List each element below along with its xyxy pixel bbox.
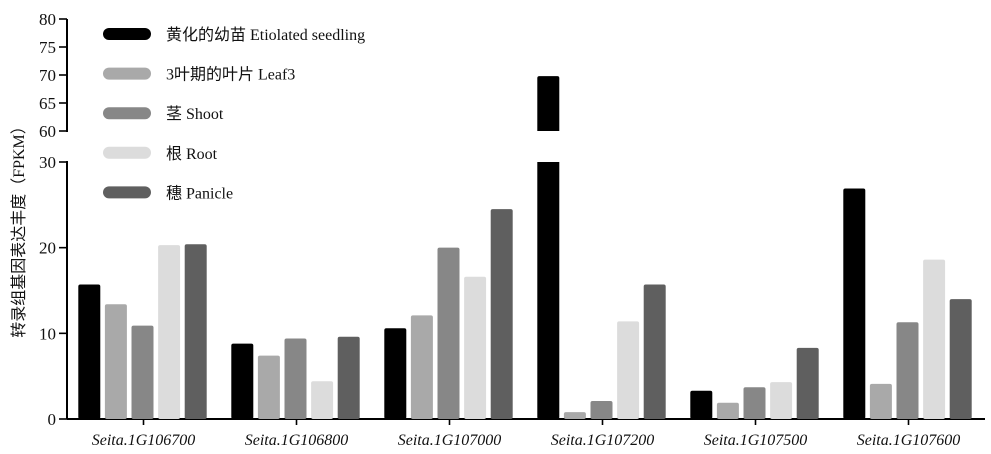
x-tick-label: Seita.1G107500 [704, 432, 808, 449]
legend-swatch [103, 186, 151, 199]
axis-break-gap [536, 131, 561, 162]
bar [896, 322, 919, 419]
bar [337, 336, 360, 419]
bar [284, 338, 307, 419]
legend-label: 3叶期的叶片 Leaf3 [166, 66, 295, 84]
bar [690, 390, 713, 419]
x-tick-label: Seita.1G107200 [551, 432, 655, 449]
y-tick-label: 10 [39, 324, 56, 343]
y-tick-label: 60 [39, 122, 56, 141]
x-tick-label: Seita.1G106800 [245, 432, 349, 449]
y-tick-label: 70 [39, 66, 56, 85]
bar [410, 315, 433, 419]
bar [743, 387, 766, 419]
y-tick-label: 75 [39, 38, 56, 57]
legend-swatch [103, 107, 151, 120]
bar [617, 321, 640, 419]
bar [184, 244, 207, 419]
bar [384, 328, 407, 419]
x-tick-label: Seita.1G107000 [398, 432, 502, 449]
bar [311, 381, 334, 419]
y-tick-label: 30 [39, 153, 56, 172]
bar [843, 188, 866, 419]
bar [490, 209, 513, 419]
axes: 0 10 20 30 60 65 70 75 80 Seita.1G106700 Seita.1G1… [39, 10, 985, 449]
bar [231, 343, 254, 419]
y-tick-label: 80 [39, 10, 56, 29]
bar [770, 382, 793, 419]
bar [537, 76, 560, 420]
legend-label: 黄化的幼苗 Etiolated seedling [166, 26, 365, 44]
bar [923, 259, 946, 419]
legend-label: 穗 Panicle [166, 184, 233, 202]
bars [78, 76, 972, 420]
bar [104, 304, 127, 419]
x-tick-label: Seita.1G106700 [92, 432, 196, 449]
legend-swatch [103, 146, 151, 159]
bar [257, 355, 280, 419]
legend-swatch [103, 28, 151, 40]
bar [563, 412, 586, 419]
bar [796, 347, 819, 419]
y-tick-label: 65 [39, 94, 56, 113]
y-axis-label: 转录组基因表达丰度（FPKM） [10, 118, 28, 338]
bar [158, 245, 181, 419]
legend-label: 根 Root [166, 145, 218, 163]
y-tick-label: 0 [48, 410, 57, 429]
legend-label: 茎 Shoot [166, 105, 224, 123]
bar [464, 276, 487, 419]
bar [949, 299, 972, 419]
y-tick-label: 20 [39, 239, 56, 258]
legend: 黄化的幼苗 Etiolated seedling 3叶期的叶片 Leaf3 茎 Sh… [103, 26, 365, 202]
bar [131, 325, 154, 419]
bar [437, 247, 460, 419]
bar [590, 401, 613, 419]
bar [869, 383, 892, 419]
x-tick-label: Seita.1G107600 [857, 432, 961, 449]
bar [78, 284, 101, 419]
bar [643, 284, 666, 419]
bar [716, 402, 739, 419]
legend-swatch [103, 67, 151, 80]
